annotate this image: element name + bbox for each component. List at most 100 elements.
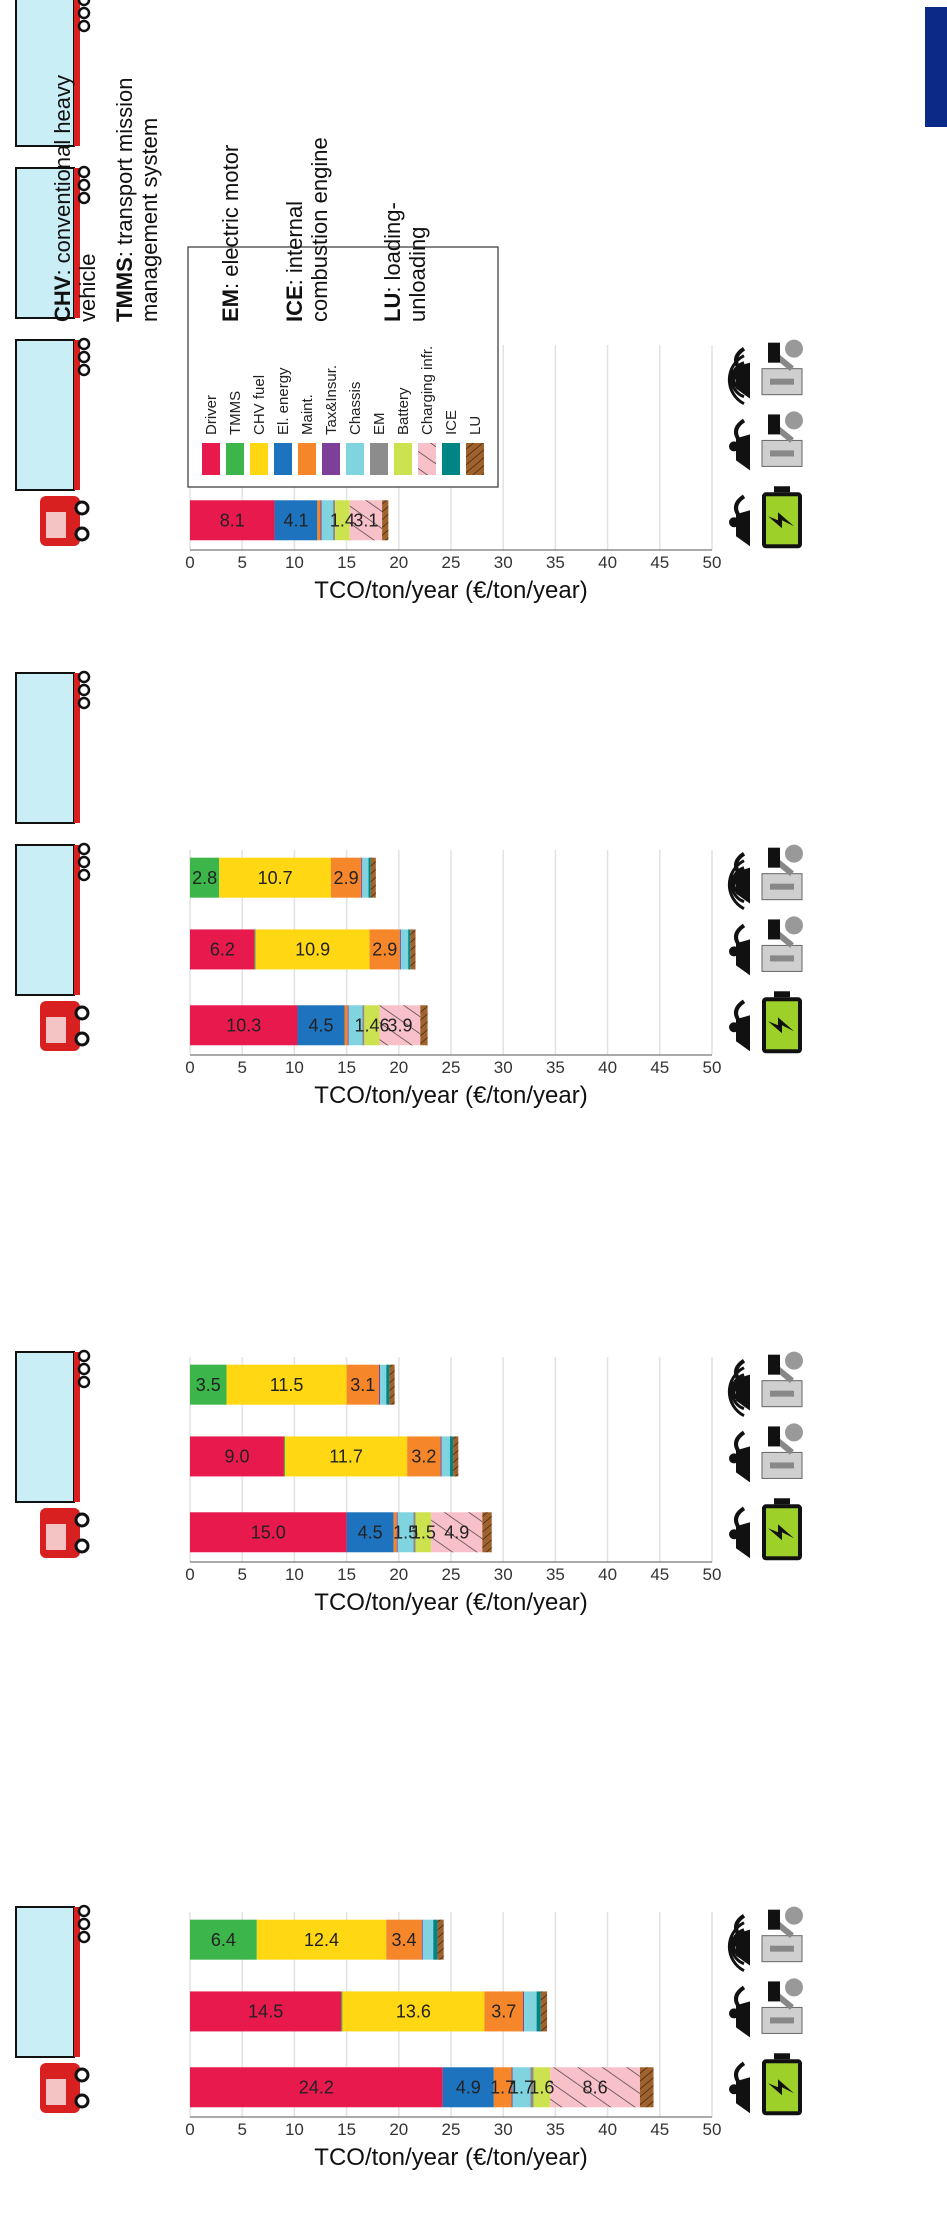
piston-rod — [770, 2017, 794, 2024]
seat-shape — [736, 2077, 750, 2114]
y-tick-label: 50 — [703, 553, 722, 572]
crank-wheel — [785, 339, 803, 358]
legend-swatch — [322, 443, 340, 475]
head-shape — [729, 2008, 739, 2019]
data-label: 10.7 — [258, 868, 293, 888]
wheel-shape — [734, 1985, 746, 2007]
cab-window — [46, 512, 66, 538]
y-tick-label: 20 — [389, 1565, 408, 1584]
y-tick-label: 10 — [285, 553, 304, 572]
bar-segment — [344, 1005, 348, 1046]
trailer-chassis — [74, 340, 80, 490]
wheel — [74, 500, 90, 516]
trailer-box — [15, 672, 75, 824]
bar-segment — [407, 1436, 441, 1477]
legend-hatch — [466, 443, 484, 475]
bar-segment — [317, 500, 321, 541]
y-tick-label: 0 — [185, 1565, 194, 1584]
battery-cap — [774, 486, 790, 493]
bar-segment — [449, 1436, 454, 1477]
y-axis-label: TCO/ton/year (€/ton/year) — [314, 1082, 587, 1109]
bar-segment — [484, 1991, 524, 2032]
data-label: 9.0 — [224, 1447, 249, 1467]
wheel — [74, 1031, 90, 1047]
trailer-box — [15, 844, 75, 996]
legend-swatch — [250, 443, 268, 475]
driver-icon — [729, 1506, 750, 1559]
data-label: 13.6 — [396, 2002, 431, 2022]
y-tick-label: 5 — [237, 553, 246, 572]
y-tick-label: 15 — [337, 1058, 356, 1077]
trailer-chassis — [74, 0, 80, 146]
bar-hatch — [379, 1005, 421, 1046]
data-label: 11.7 — [329, 1447, 363, 1467]
wheel — [77, 1375, 91, 1389]
y-tick-label: 50 — [703, 1565, 722, 1584]
battery-icon — [762, 1498, 802, 1561]
bolt-icon — [768, 1017, 794, 1034]
y-tick-label: 5 — [237, 1058, 246, 1077]
bar-segment — [219, 857, 331, 898]
piston-rod — [770, 450, 794, 457]
piston-rod — [770, 1945, 794, 1952]
wheel — [77, 350, 91, 364]
bar-segment — [341, 1991, 343, 2032]
bar-segment — [254, 929, 256, 970]
wifi-icon — [727, 354, 745, 406]
crank-wheel — [785, 1978, 803, 1997]
truck-double-trailer-icon — [15, 670, 91, 1051]
trailer-chassis — [74, 168, 80, 318]
engine-icon — [761, 411, 803, 467]
bar-segment — [274, 500, 318, 541]
engine-icon — [761, 339, 803, 396]
bar-segment — [493, 2067, 512, 2108]
bar-segment — [422, 1919, 434, 1960]
y-tick-label: 30 — [494, 2120, 513, 2139]
bar-segment — [226, 1364, 347, 1405]
bar-hatch — [453, 1436, 459, 1477]
seat-shape — [736, 510, 750, 547]
battery-icon — [762, 486, 802, 549]
wifi-arc — [727, 1366, 745, 1418]
wheel-shape — [734, 1430, 746, 1452]
y-tick-label: 45 — [650, 1058, 669, 1077]
head-shape — [729, 441, 739, 452]
data-label: 10.9 — [295, 940, 330, 960]
engine-icon — [761, 1978, 803, 2034]
wheel — [77, 696, 91, 710]
data-label: 11.5 — [270, 1375, 304, 1395]
y-tick-label: 35 — [546, 1058, 565, 1077]
data-label: 2.9 — [334, 868, 359, 888]
bar-segment — [335, 500, 350, 541]
bar-segment — [386, 1364, 390, 1405]
driver-icon — [729, 1430, 750, 1483]
data-label: 1.7 — [490, 2078, 515, 2098]
wheel — [77, 6, 91, 20]
wifi-icon — [727, 1366, 745, 1418]
seat-shape — [736, 1446, 750, 1483]
bar-segment — [190, 1364, 227, 1405]
decorative-tab — [925, 7, 947, 127]
bar-segment — [297, 1005, 345, 1046]
wheel — [77, 842, 91, 856]
cab-window — [46, 2079, 66, 2105]
glossary-abbr: EM — [218, 289, 243, 322]
wheel — [77, 178, 91, 192]
wifi-arc — [730, 866, 745, 904]
driver-icon — [729, 923, 750, 976]
legend-label: CHV fuel — [251, 375, 268, 435]
bolt-icon — [768, 1524, 794, 1541]
y-tick-label: 20 — [389, 2120, 408, 2139]
wheel — [74, 2067, 90, 2083]
bar-segment — [190, 929, 255, 970]
y-tick-label: 15 — [337, 2120, 356, 2139]
glossary-abbr: CHV — [50, 275, 75, 322]
bar-segment — [441, 1436, 450, 1477]
wheel — [77, 0, 91, 7]
driver-icon — [729, 418, 750, 471]
bar-segment — [386, 1919, 422, 1960]
bar-segment — [523, 1991, 525, 2032]
y-tick-label: 0 — [185, 2120, 194, 2139]
legend-swatch — [274, 443, 292, 475]
wheel-shape — [734, 494, 746, 516]
